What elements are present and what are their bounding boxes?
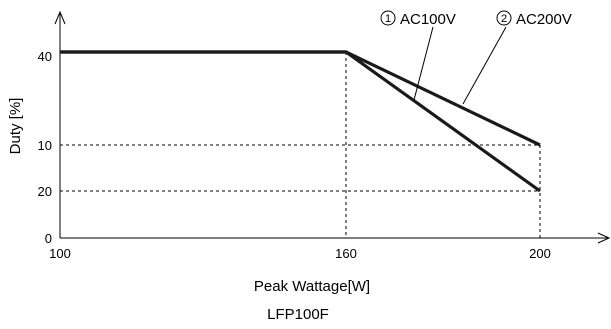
x-axis-arrow	[597, 232, 611, 244]
y-axis-arrow	[54, 10, 66, 25]
legend-label-ac100v: AC100V	[400, 11, 456, 28]
x-tick-labels: 100 160 200	[49, 246, 551, 261]
legend-label-ac200v: AC200V	[516, 11, 572, 28]
series-line-ac200v	[60, 50, 541, 147]
legend-item-ac200v: 2 AC200V	[496, 10, 572, 28]
y-tick-label-0: 0	[45, 231, 52, 246]
legend-item-ac100v: 1 AC100V	[380, 10, 456, 28]
legend: 1 AC100V 2 AC200V	[380, 10, 572, 105]
leader-line-ac200v	[462, 26, 507, 105]
leader-line-ac100v	[413, 26, 434, 101]
y-axis-title: Duty [%]	[7, 98, 24, 155]
legend-marker-number-1: 1	[385, 13, 391, 25]
series-line-ac100v	[60, 50, 541, 193]
chart-title: LFP100F	[267, 306, 329, 323]
y-tick-labels: 40 10 20 0	[38, 49, 52, 246]
y-tick-label-40: 40	[38, 49, 52, 64]
legend-marker-number-2: 2	[501, 13, 507, 25]
legend-marker-circle-2	[496, 10, 512, 26]
y-tick-label-20: 10	[38, 138, 52, 153]
y-tick-label-10: 20	[38, 184, 52, 199]
axes	[54, 10, 611, 244]
legend-marker-circle-1	[380, 10, 396, 26]
x-tick-label-100: 100	[49, 246, 71, 261]
x-tick-label-160: 160	[335, 246, 357, 261]
x-axis-title: Peak Wattage[W]	[254, 278, 370, 295]
grid-lines	[60, 52, 541, 238]
x-tick-label-200: 200	[529, 246, 551, 261]
